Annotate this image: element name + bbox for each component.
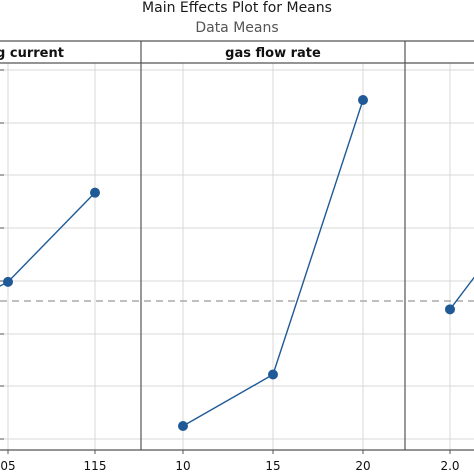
series-line xyxy=(7,192,96,283)
chart-title: Main Effects Plot for Means xyxy=(142,0,332,16)
data-point xyxy=(178,421,188,431)
x-tick-label: 2.0 xyxy=(440,459,459,473)
x-tick-label: 10 xyxy=(175,459,190,473)
chart-subtitle: Data Means xyxy=(195,20,278,36)
series-line xyxy=(449,276,474,310)
panel-label: gas flow rate xyxy=(225,46,321,61)
data-point xyxy=(445,304,455,315)
plot-area: g current 05 115 gas flow rate 10 15 20 2.0 xyxy=(0,40,474,473)
x-tick-label: 05 xyxy=(0,459,15,473)
data-point xyxy=(3,276,13,287)
x-tick-label: 115 xyxy=(84,459,107,473)
panel-label: g current xyxy=(0,46,64,61)
data-point xyxy=(358,95,368,105)
data-point xyxy=(268,369,278,380)
x-tick-label: 20 xyxy=(355,459,370,473)
x-tick-label: 15 xyxy=(265,459,280,473)
data-point xyxy=(90,187,100,198)
